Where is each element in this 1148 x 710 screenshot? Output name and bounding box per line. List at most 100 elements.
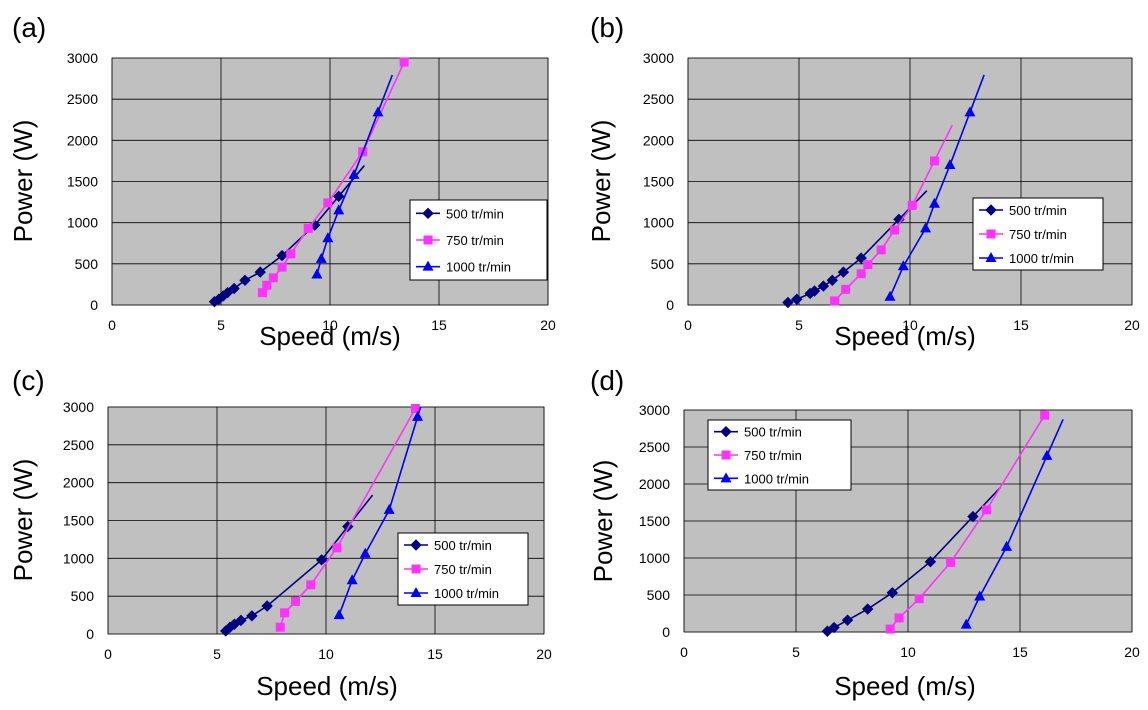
- y-tick-label: 3000: [67, 50, 98, 66]
- legend-marker: [422, 260, 434, 271]
- y-tick-label: 1500: [67, 174, 98, 190]
- x-axis-label: Speed (m/s): [834, 321, 976, 351]
- panel-label: (a): [12, 12, 46, 43]
- data-point: [884, 290, 896, 301]
- data-point: [897, 260, 909, 271]
- y-tick-label: 2000: [643, 132, 674, 148]
- x-tick-label: 15: [1012, 644, 1028, 660]
- data-point: [277, 262, 287, 272]
- data-point: [399, 57, 409, 67]
- y-tick-label: 3000: [643, 50, 674, 66]
- data-point: [323, 198, 333, 208]
- y-tick-label: 2500: [639, 439, 670, 455]
- x-tick-label: 0: [108, 317, 116, 333]
- legend: 500 tr/min 750 tr/min 1000 tr/min: [409, 199, 548, 281]
- legend-marker: [423, 235, 433, 245]
- data-point: [861, 603, 874, 615]
- legend-label: 1000 tr/min: [744, 471, 809, 486]
- data-point: [276, 249, 288, 262]
- legend-marker: [410, 539, 422, 551]
- data-point: [348, 168, 360, 179]
- series-1000-tr-min: [884, 74, 985, 301]
- y-tick-label: 2500: [67, 91, 98, 107]
- data-point: [960, 618, 972, 629]
- legend-label: 500 tr/min: [1009, 203, 1067, 218]
- y-tick-label: 1000: [63, 550, 94, 566]
- data-point: [315, 554, 328, 566]
- legend: 500 tr/min 750 tr/min 1000 tr/min: [972, 197, 1104, 271]
- data-point: [886, 587, 899, 599]
- data-point: [944, 159, 956, 170]
- data-point: [856, 269, 866, 279]
- y-axis-label: Power (W): [586, 120, 616, 243]
- data-point: [841, 284, 851, 294]
- legend-label: 750 tr/min: [1009, 227, 1067, 242]
- data-point: [841, 614, 854, 626]
- data-point: [894, 613, 904, 623]
- data-point: [929, 156, 939, 166]
- panel-label: (d): [590, 365, 624, 396]
- y-tick-label: 1500: [63, 513, 94, 529]
- data-point: [410, 404, 420, 414]
- y-tick-label: 500: [71, 588, 95, 604]
- data-point: [808, 285, 821, 297]
- data-point: [964, 106, 976, 117]
- y-tick-label: 2000: [63, 475, 94, 491]
- panel-label: (c): [12, 365, 45, 396]
- data-point: [239, 274, 251, 287]
- chart-panel-b: 0 5 10 15 20 0 500 1000 1500 2000 2500 3000 Speed (m…: [586, 12, 1140, 351]
- y-tick-label: 2500: [643, 91, 674, 107]
- legend-marker: [720, 472, 732, 483]
- data-point: [333, 190, 345, 203]
- legend-marker: [422, 207, 434, 220]
- x-tick-label: 20: [536, 646, 552, 662]
- data-point: [974, 590, 986, 601]
- y-tick-label: 3000: [63, 399, 94, 415]
- chart-panel-d: 0 5 10 15 20 0 500 1000 1500 2000 2500 3000 Speed (m…: [588, 365, 1140, 701]
- series-1000-tr-min: [960, 418, 1064, 629]
- data-point: [837, 266, 850, 278]
- data-point: [333, 609, 345, 620]
- x-tick-label: 20: [1124, 644, 1140, 660]
- legend-marker: [721, 450, 731, 460]
- series-750-tr-min: [275, 404, 420, 632]
- data-point: [782, 296, 794, 309]
- data-point: [372, 106, 384, 117]
- legend: 500 tr/min 750 tr/min 1000 tr/min: [397, 532, 529, 606]
- series-line: [338, 407, 422, 616]
- data-point: [920, 222, 932, 233]
- x-axis-label: Speed (m/s): [259, 321, 401, 351]
- y-axis-label: Power (W): [8, 459, 38, 582]
- data-point: [830, 296, 840, 306]
- legend-label: 1000 tr/min: [434, 586, 499, 601]
- series-750-tr-min: [885, 410, 1050, 634]
- data-point: [967, 510, 979, 523]
- series-500-tr-min: [782, 190, 928, 309]
- data-point: [914, 594, 924, 604]
- chart-panel-a: 0 5 10 15 20 0 500 1000 1500 2000 2500 3000 Speed (m…: [8, 12, 556, 351]
- data-point: [981, 505, 991, 515]
- legend-marker: [985, 252, 997, 262]
- data-point: [826, 274, 839, 287]
- y-tick-label: 2000: [67, 132, 98, 148]
- legend-label: 500 tr/min: [744, 425, 802, 440]
- data-point: [412, 410, 424, 421]
- data-point: [383, 503, 395, 514]
- x-tick-label: 20: [1124, 317, 1140, 333]
- data-point: [946, 557, 956, 567]
- data-point: [876, 245, 886, 255]
- x-tick-label: 0: [684, 317, 692, 333]
- data-point: [359, 547, 371, 558]
- data-point: [246, 610, 258, 622]
- panel-label: (b): [590, 12, 624, 43]
- data-point: [863, 260, 873, 270]
- y-axis-label: Power (W): [588, 460, 618, 583]
- y-tick-label: 2500: [63, 437, 94, 453]
- series-1000-tr-min: [311, 74, 394, 279]
- data-point: [889, 225, 899, 235]
- x-tick-label: 15: [1013, 317, 1029, 333]
- legend-label: 500 tr/min: [434, 538, 492, 553]
- x-tick-label: 10: [318, 646, 334, 662]
- series-750-tr-min: [830, 124, 954, 306]
